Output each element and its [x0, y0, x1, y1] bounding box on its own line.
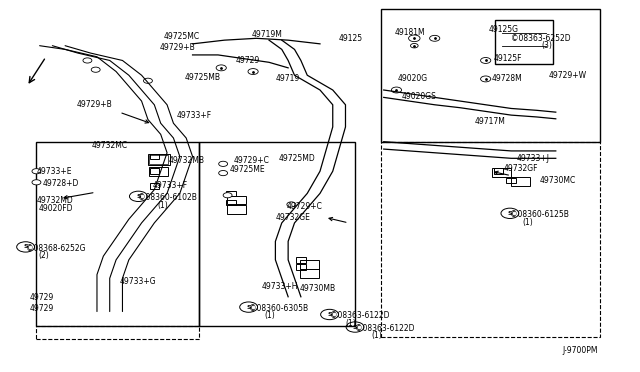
Text: 49728+D: 49728+D: [43, 179, 79, 187]
Text: 49725MC: 49725MC: [164, 32, 200, 41]
Text: 49725MB: 49725MB: [184, 73, 220, 81]
Text: 49020GS: 49020GS: [401, 92, 436, 101]
Text: ©08363-6252D: ©08363-6252D: [511, 34, 571, 43]
Circle shape: [83, 58, 92, 63]
Text: ©08360-6125B: ©08360-6125B: [510, 210, 569, 219]
Bar: [300, 260, 319, 269]
Bar: [381, 142, 600, 337]
Circle shape: [92, 67, 100, 72]
Circle shape: [219, 170, 228, 176]
Text: S: S: [327, 312, 332, 317]
Bar: [149, 155, 168, 164]
Text: (1): (1): [523, 218, 533, 227]
Text: (1): (1): [371, 331, 381, 340]
Bar: [226, 200, 236, 205]
Text: 49725MD: 49725MD: [278, 154, 316, 163]
Text: 49729+C: 49729+C: [287, 202, 323, 211]
Bar: [493, 169, 503, 174]
Text: 49733+G: 49733+G: [119, 277, 156, 286]
Text: (1): (1): [346, 319, 356, 328]
Bar: [150, 183, 159, 189]
Text: 49732MD: 49732MD: [36, 196, 73, 205]
Text: 49728M: 49728M: [492, 74, 523, 83]
Bar: [492, 168, 511, 177]
Text: (2): (2): [38, 251, 49, 260]
Text: 49733+F: 49733+F: [177, 111, 212, 121]
Bar: [149, 167, 168, 176]
Text: 49125F: 49125F: [493, 54, 522, 63]
Bar: [36, 326, 199, 339]
Bar: [150, 154, 159, 159]
Text: 49125G: 49125G: [489, 25, 519, 33]
Text: 49733+E: 49733+E: [36, 167, 72, 176]
Bar: [227, 205, 246, 214]
Text: 49730MB: 49730MB: [300, 284, 336, 293]
Circle shape: [143, 78, 152, 83]
Bar: [36, 142, 199, 326]
Bar: [199, 142, 355, 326]
Bar: [495, 20, 552, 64]
Circle shape: [32, 180, 41, 185]
Text: 49733+F: 49733+F: [153, 182, 188, 190]
Bar: [296, 257, 306, 263]
Text: S: S: [246, 305, 251, 310]
Bar: [381, 9, 600, 142]
Text: ©08363-6122D: ©08363-6122D: [330, 311, 389, 320]
Circle shape: [219, 161, 228, 166]
Text: 49729: 49729: [30, 293, 54, 302]
Text: 49729+B: 49729+B: [159, 43, 195, 52]
Bar: [506, 178, 516, 183]
Bar: [150, 169, 159, 174]
Text: 49729+W: 49729+W: [548, 71, 586, 80]
Text: 49717M: 49717M: [474, 117, 505, 126]
Text: 49733+J: 49733+J: [516, 154, 549, 163]
Circle shape: [32, 169, 41, 174]
Bar: [300, 269, 319, 278]
Text: S: S: [508, 211, 512, 216]
Text: 49181M: 49181M: [394, 28, 425, 37]
Text: ©08363-6122D: ©08363-6122D: [355, 324, 415, 333]
Bar: [148, 154, 170, 164]
Text: S: S: [353, 324, 357, 330]
Text: 49732MC: 49732MC: [92, 141, 128, 150]
Text: 49725ME: 49725ME: [230, 165, 265, 174]
Text: 49729+B: 49729+B: [77, 100, 113, 109]
Text: (1): (1): [264, 311, 275, 320]
Text: 49020FD: 49020FD: [38, 204, 73, 214]
Text: ©08360-6305B: ©08360-6305B: [248, 304, 308, 313]
Text: 49729: 49729: [30, 304, 54, 313]
Text: 49020G: 49020G: [397, 74, 428, 83]
Text: 49733+H: 49733+H: [261, 282, 298, 291]
Text: 49729+C: 49729+C: [234, 155, 270, 165]
Text: 49732GE: 49732GE: [275, 213, 310, 222]
Text: 49719M: 49719M: [252, 30, 283, 39]
Text: 49719: 49719: [275, 74, 300, 83]
Bar: [226, 190, 236, 196]
Text: 49125: 49125: [339, 34, 364, 43]
Text: 49732GF: 49732GF: [504, 164, 538, 173]
Text: 49730MC: 49730MC: [540, 176, 576, 185]
Bar: [296, 264, 306, 270]
Text: S: S: [136, 194, 141, 199]
Text: J-9700PM: J-9700PM: [562, 346, 598, 355]
Bar: [227, 196, 246, 205]
Text: S: S: [23, 244, 28, 249]
Text: ©08368-6252G: ©08368-6252G: [26, 244, 85, 253]
Text: 49732MB: 49732MB: [168, 155, 204, 165]
Text: (1): (1): [157, 201, 168, 210]
Bar: [511, 177, 531, 186]
Circle shape: [223, 193, 232, 198]
Circle shape: [287, 202, 296, 207]
Text: (3): (3): [541, 41, 552, 50]
Text: 49729: 49729: [236, 56, 259, 65]
Text: ©08360-6102B: ©08360-6102B: [138, 193, 197, 202]
